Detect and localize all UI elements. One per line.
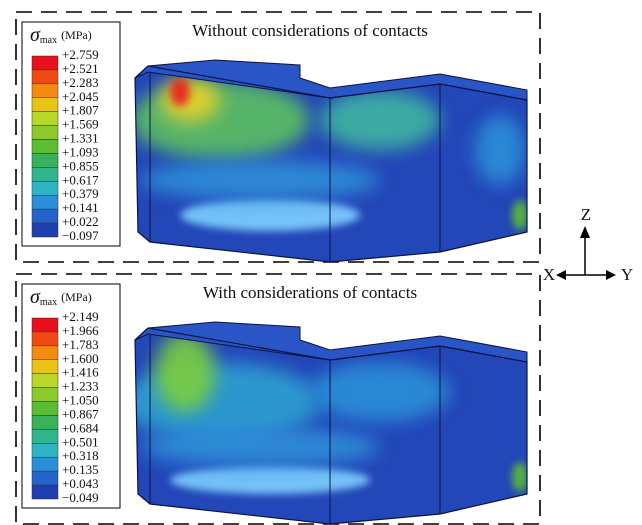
legend-label: +1.783 [62, 337, 99, 352]
stress-region [155, 332, 215, 412]
legend-swatch [32, 360, 58, 374]
legend-label: +1.966 [62, 323, 99, 338]
legend-subscript: max [40, 35, 57, 46]
legend-swatch [32, 415, 58, 429]
legend-label: +0.043 [62, 476, 99, 491]
legend-label: +0.684 [62, 420, 99, 435]
legend-label: +1.093 [62, 144, 99, 159]
stress-region [320, 90, 440, 150]
legend-label: +1.569 [62, 117, 99, 132]
axis-triad: Z X Y [543, 205, 633, 284]
legend-label: +1.600 [62, 351, 99, 366]
legend-label: +0.135 [62, 462, 99, 477]
stress-region [475, 115, 525, 185]
legend-label: −0.097 [62, 228, 99, 243]
legend-unit: (MPa) [61, 28, 92, 42]
legend-swatch [32, 70, 58, 84]
legend-label: +2.149 [62, 309, 99, 324]
model [120, 322, 528, 524]
stress-region [160, 78, 220, 122]
legend-label: +0.855 [62, 158, 99, 173]
legend-swatch [32, 195, 58, 209]
legend-label: +0.379 [62, 186, 99, 201]
legend-swatch [32, 318, 58, 332]
panel-title: With considerations of contacts [203, 283, 417, 302]
stress-region [170, 78, 190, 106]
legend-swatch [32, 140, 58, 154]
legend-label: +1.233 [62, 379, 99, 394]
legend-swatch [32, 457, 58, 471]
legend-swatch [32, 429, 58, 443]
model [130, 60, 528, 262]
legend-swatch [32, 153, 58, 167]
legend-label: −0.049 [62, 490, 99, 505]
legend-swatch [32, 98, 58, 112]
legend-swatch [32, 223, 58, 237]
legend-unit: (MPa) [61, 290, 92, 304]
legend-label: +0.022 [62, 214, 99, 229]
legend-swatch [32, 84, 58, 98]
stress-region [130, 80, 310, 160]
legend-subscript: max [40, 297, 57, 308]
legend-swatch [32, 126, 58, 140]
legend-label: +2.521 [62, 61, 99, 76]
legend-swatch [32, 471, 58, 485]
panel: Without considerations of contactsσmax(M… [16, 12, 540, 262]
legend-label: +1.050 [62, 393, 99, 408]
stress-region [140, 160, 380, 200]
legend: σmax(MPa)+2.149+1.966+1.783+1.600+1.416+… [22, 284, 120, 508]
legend-label: +0.318 [62, 448, 99, 463]
legend-label: +2.045 [62, 89, 99, 104]
legend: σmax(MPa)+2.759+2.521+2.283+2.045+1.807+… [22, 22, 120, 246]
axis-label: Z [581, 205, 591, 224]
legend-label: +0.501 [62, 434, 99, 449]
legend-swatch [32, 374, 58, 388]
stress-region [310, 362, 450, 422]
stress-region [170, 466, 370, 494]
stress-region [512, 462, 528, 492]
stress-region [180, 199, 360, 231]
legend-swatch [32, 332, 58, 346]
panel: With considerations of contactsσmax(MPa)… [16, 274, 540, 524]
legend-swatch [32, 112, 58, 126]
legend-swatch [32, 56, 58, 70]
legend-swatch [32, 443, 58, 457]
panel-title: Without considerations of contacts [192, 21, 428, 40]
legend-swatch [32, 402, 58, 416]
axis-label: Y [621, 265, 633, 284]
legend-label: +0.867 [62, 406, 99, 421]
legend-label: +2.283 [62, 75, 99, 90]
legend-swatch [32, 167, 58, 181]
legend-label: +0.141 [62, 200, 99, 215]
legend-swatch [32, 181, 58, 195]
legend-label: +1.807 [62, 103, 99, 118]
stress-region [512, 200, 528, 230]
legend-label: +2.759 [62, 47, 99, 62]
stress-region [140, 427, 380, 467]
legend-swatch [32, 388, 58, 402]
legend-label: +1.331 [62, 131, 99, 146]
legend-swatch [32, 346, 58, 360]
axis-label: X [543, 265, 555, 284]
legend-swatch [32, 485, 58, 499]
legend-label: +1.416 [62, 365, 99, 380]
legend-swatch [32, 209, 58, 223]
legend-label: +0.617 [62, 172, 99, 187]
figure: Z X Y Without considerations of contacts… [0, 0, 642, 525]
